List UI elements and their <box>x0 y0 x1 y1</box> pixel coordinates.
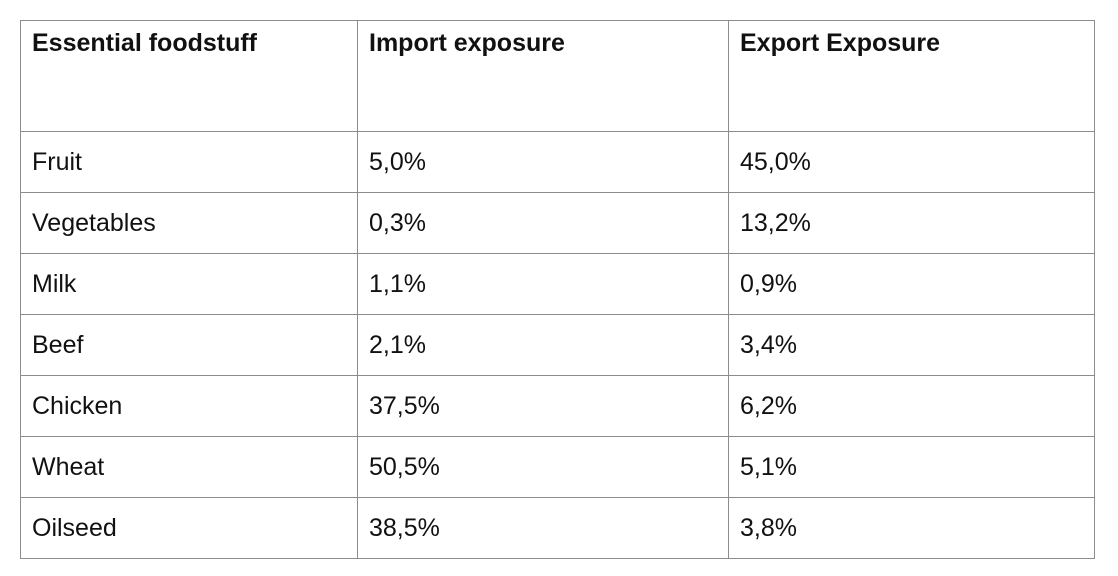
import-exposure-cell: 2,1% <box>357 314 729 376</box>
table-row: Wheat 50,5% 5,1% <box>20 436 1095 498</box>
export-exposure-cell: 13,2% <box>728 192 1095 254</box>
export-exposure-cell: 5,1% <box>728 436 1095 498</box>
import-exposure-cell: 1,1% <box>357 253 729 315</box>
foodstuff-cell: Oilseed <box>20 497 358 559</box>
import-exposure-cell: 37,5% <box>357 375 729 437</box>
import-exposure-cell: 5,0% <box>357 131 729 193</box>
foodstuff-cell: Vegetables <box>20 192 358 254</box>
table-row: Fruit 5,0% 45,0% <box>20 131 1095 193</box>
export-exposure-cell: 0,9% <box>728 253 1095 315</box>
import-exposure-cell: 50,5% <box>357 436 729 498</box>
export-exposure-cell: 3,4% <box>728 314 1095 376</box>
import-exposure-cell: 38,5% <box>357 497 729 559</box>
table-row: Milk 1,1% 0,9% <box>20 253 1095 315</box>
foodstuff-cell: Wheat <box>20 436 358 498</box>
foodstuff-cell: Fruit <box>20 131 358 193</box>
header-export-exposure: Export Exposure <box>728 20 1095 132</box>
foodstuff-cell: Beef <box>20 314 358 376</box>
header-import-exposure: Import exposure <box>357 20 729 132</box>
export-exposure-cell: 6,2% <box>728 375 1095 437</box>
table-row: Oilseed 38,5% 3,8% <box>20 497 1095 559</box>
foodstuff-cell: Chicken <box>20 375 358 437</box>
table-row: Vegetables 0,3% 13,2% <box>20 192 1095 254</box>
table-row: Chicken 37,5% 6,2% <box>20 375 1095 437</box>
header-essential-foodstuff: Essential foodstuff <box>20 20 358 132</box>
export-exposure-cell: 45,0% <box>728 131 1095 193</box>
food-exposure-table: Essential foodstuff Import exposure Expo… <box>20 20 1095 559</box>
export-exposure-cell: 3,8% <box>728 497 1095 559</box>
import-exposure-cell: 0,3% <box>357 192 729 254</box>
table-header-row: Essential foodstuff Import exposure Expo… <box>20 20 1095 132</box>
table-row: Beef 2,1% 3,4% <box>20 314 1095 376</box>
foodstuff-cell: Milk <box>20 253 358 315</box>
